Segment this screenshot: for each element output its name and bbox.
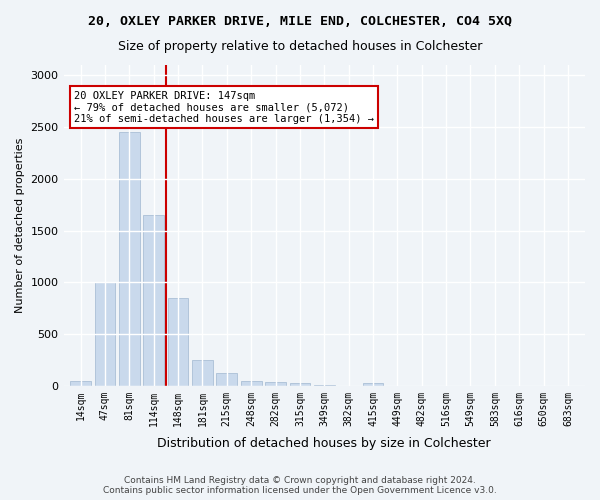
Bar [168,298,188,386]
Bar [290,382,310,386]
Bar [241,380,262,386]
Bar [192,360,213,386]
Bar [95,282,115,386]
Bar [217,374,237,386]
Bar [70,380,91,386]
Bar [362,382,383,386]
Text: Size of property relative to detached houses in Colchester: Size of property relative to detached ho… [118,40,482,53]
Bar [265,382,286,386]
Text: 20 OXLEY PARKER DRIVE: 147sqm
← 79% of detached houses are smaller (5,072)
21% o: 20 OXLEY PARKER DRIVE: 147sqm ← 79% of d… [74,90,374,124]
Text: 20, OXLEY PARKER DRIVE, MILE END, COLCHESTER, CO4 5XQ: 20, OXLEY PARKER DRIVE, MILE END, COLCHE… [88,15,512,28]
Y-axis label: Number of detached properties: Number of detached properties [15,138,25,313]
Bar [143,215,164,386]
X-axis label: Distribution of detached houses by size in Colchester: Distribution of detached houses by size … [157,437,491,450]
Bar [119,132,140,386]
Text: Contains HM Land Registry data © Crown copyright and database right 2024.
Contai: Contains HM Land Registry data © Crown c… [103,476,497,495]
